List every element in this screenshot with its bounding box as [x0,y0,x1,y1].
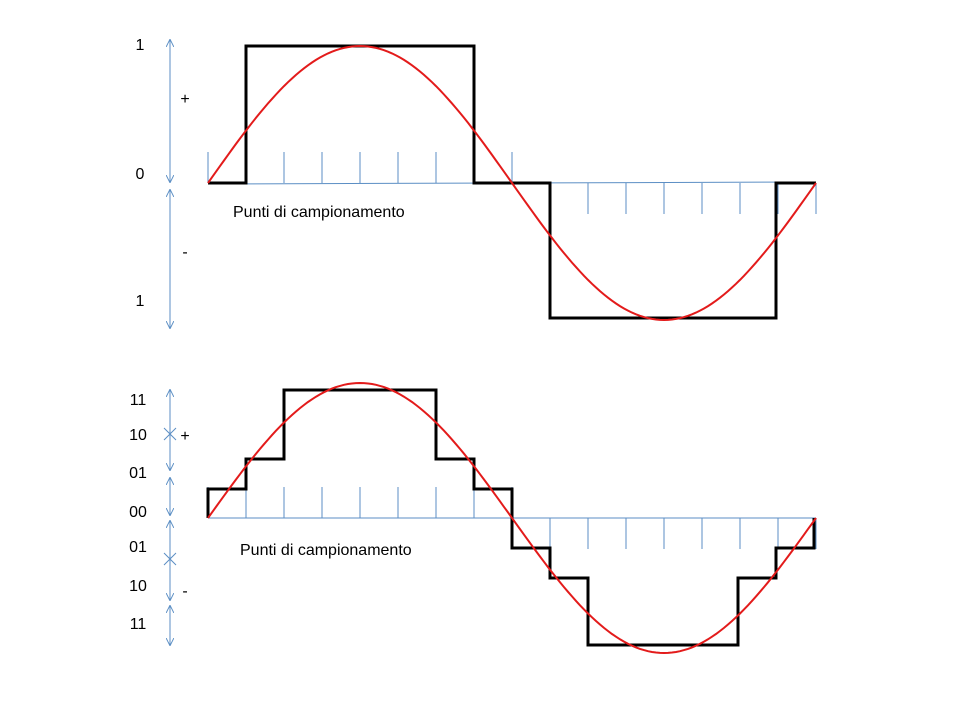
level-label: 00 [129,504,147,521]
level-label: 10 [129,578,147,595]
sign-label: - [182,244,187,261]
panel-top: 1 0 1 + - Punti di campionamento [136,37,817,328]
analog-signal [207,44,817,322]
sign-label: - [182,583,187,600]
level-label: 01 [129,465,147,482]
level-label: 1 [136,37,145,54]
arrow-cross [163,427,177,566]
sign-label: + [180,428,189,445]
level-label: 10 [129,427,147,444]
level-label: 11 [130,392,147,409]
level-label: 1 [136,293,145,310]
panel-bottom: 11 10 01 00 01 10 11 + - Punti di campio… [129,381,817,655]
level-label: 01 [129,539,147,556]
level-label: 0 [136,166,145,183]
level-label: 11 [130,616,147,633]
caption: Punti di campionamento [240,542,412,559]
caption: Punti di campionamento [233,204,405,221]
sign-label: + [180,91,189,108]
sample-ticks [207,487,817,549]
analog-signal [207,381,817,655]
